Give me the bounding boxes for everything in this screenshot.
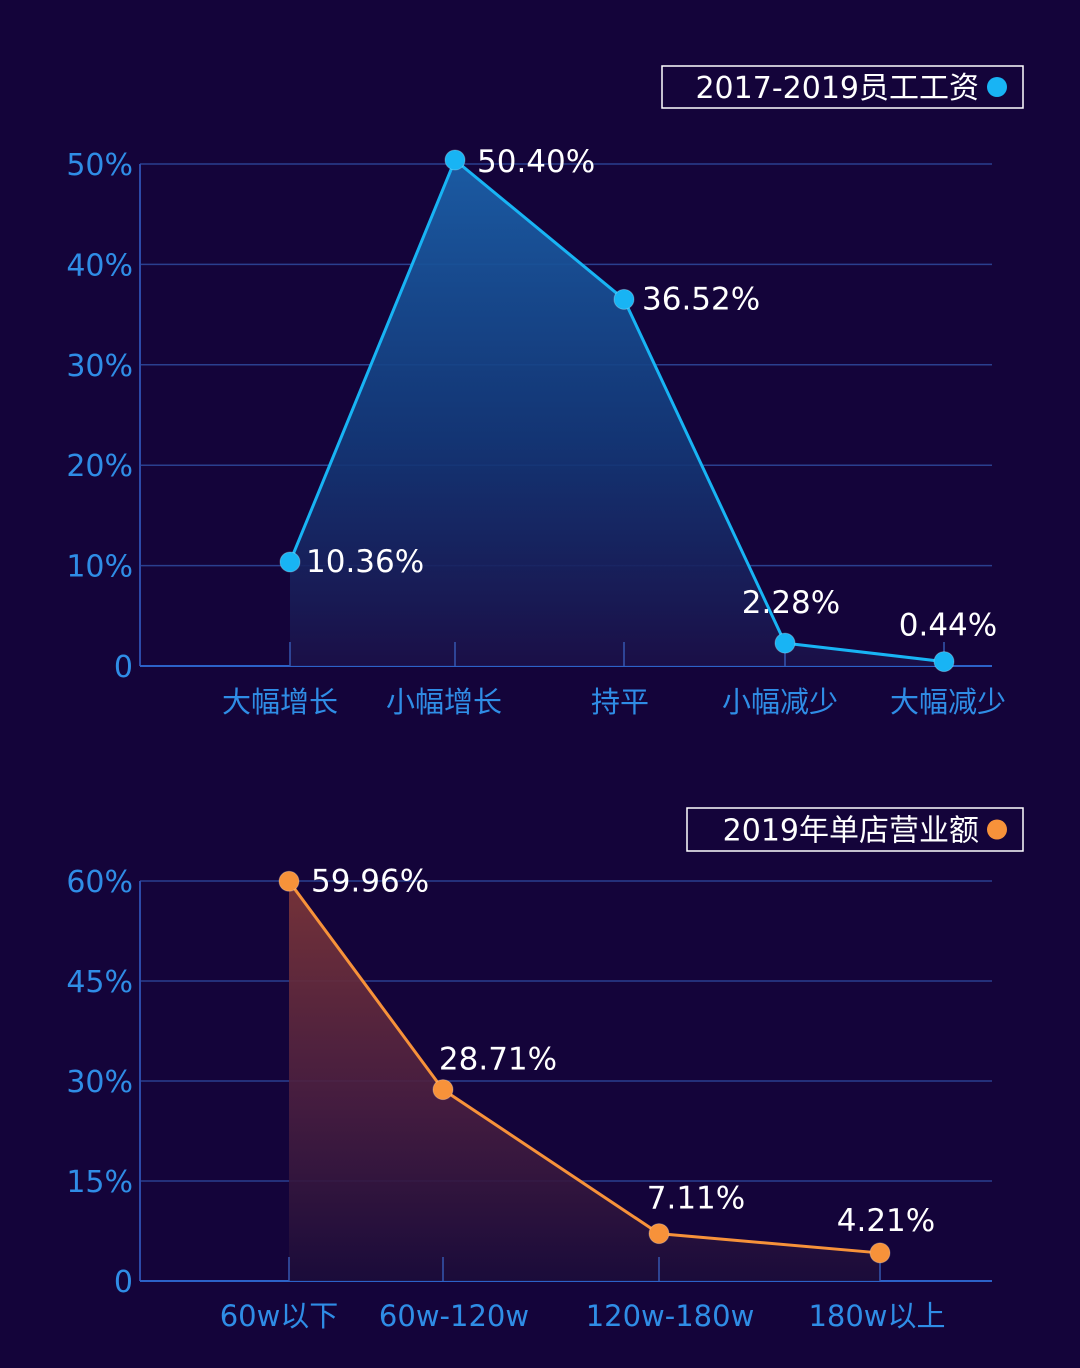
y-tick-label: 40%: [66, 248, 133, 283]
data-label: 50.40%: [477, 144, 595, 180]
legend-marker: [987, 819, 1007, 840]
data-point: [278, 870, 300, 892]
y-tick-label: 30%: [66, 1065, 133, 1100]
store-revenue-chart: 0 15% 30% 45% 60% 59.96% 28.71% 7.11% 4.21% 60w以下…: [66, 807, 1024, 1333]
data-label: 2.28%: [742, 585, 840, 621]
data-label: 4.21%: [837, 1203, 935, 1239]
data-point: [432, 1079, 454, 1101]
y-tick-label: 45%: [66, 965, 133, 1000]
data-label: 0.44%: [899, 608, 997, 644]
data-point: [648, 1223, 670, 1245]
y-tick-label: 20%: [66, 449, 133, 484]
area-fill: [290, 159, 944, 666]
data-label: 28.71%: [439, 1042, 557, 1078]
x-tick-label: 小幅增长: [386, 685, 502, 719]
data-point: [444, 149, 466, 171]
data-label: 7.11%: [647, 1181, 745, 1217]
area-fill: [289, 881, 880, 1281]
data-label: 10.36%: [306, 544, 424, 580]
data-point: [279, 551, 301, 573]
x-tick-label: 大幅减少: [890, 685, 1006, 719]
legend: 2019年单店营业额: [686, 807, 1024, 852]
legend-box: [686, 807, 1024, 852]
wage-change-chart: 0 10% 20% 30% 40% 50% 10.36% 50.40% 36.52% 2.28% 0…: [66, 65, 1024, 719]
x-tick-label: 60w-120w: [379, 1299, 529, 1333]
legend-label: 2019年单店营业额: [723, 814, 979, 849]
data-label: 36.52%: [642, 281, 760, 317]
legend-marker: [987, 77, 1007, 97]
data-point: [613, 288, 635, 310]
y-tick-label: 50%: [66, 148, 133, 183]
x-tick-label: 120w-180w: [586, 1299, 755, 1333]
y-tick-label: 15%: [66, 1165, 133, 1200]
data-point: [774, 632, 796, 654]
y-tick-label: 10%: [66, 550, 133, 585]
x-tick-label: 60w以下: [220, 1299, 339, 1333]
x-tick-label: 小幅减少: [722, 685, 838, 719]
y-tick-label: 0: [114, 1265, 133, 1300]
data-label: 59.96%: [311, 863, 429, 899]
legend-box: [661, 65, 1024, 109]
y-tick-label: 30%: [66, 349, 133, 384]
y-tick-label: 60%: [66, 865, 133, 900]
x-tick-label: 大幅增长: [222, 685, 338, 719]
x-tick-label: 持平: [591, 685, 649, 719]
legend-label: 2017-2019员工工资: [695, 71, 979, 106]
series-line: [287, 880, 881, 1255]
data-point: [933, 651, 955, 673]
legend: 2017-2019员工工资: [661, 65, 1024, 109]
data-point: [869, 1242, 891, 1264]
x-tick-label: 180w以上: [808, 1299, 945, 1333]
y-tick-label: 0: [114, 650, 133, 685]
